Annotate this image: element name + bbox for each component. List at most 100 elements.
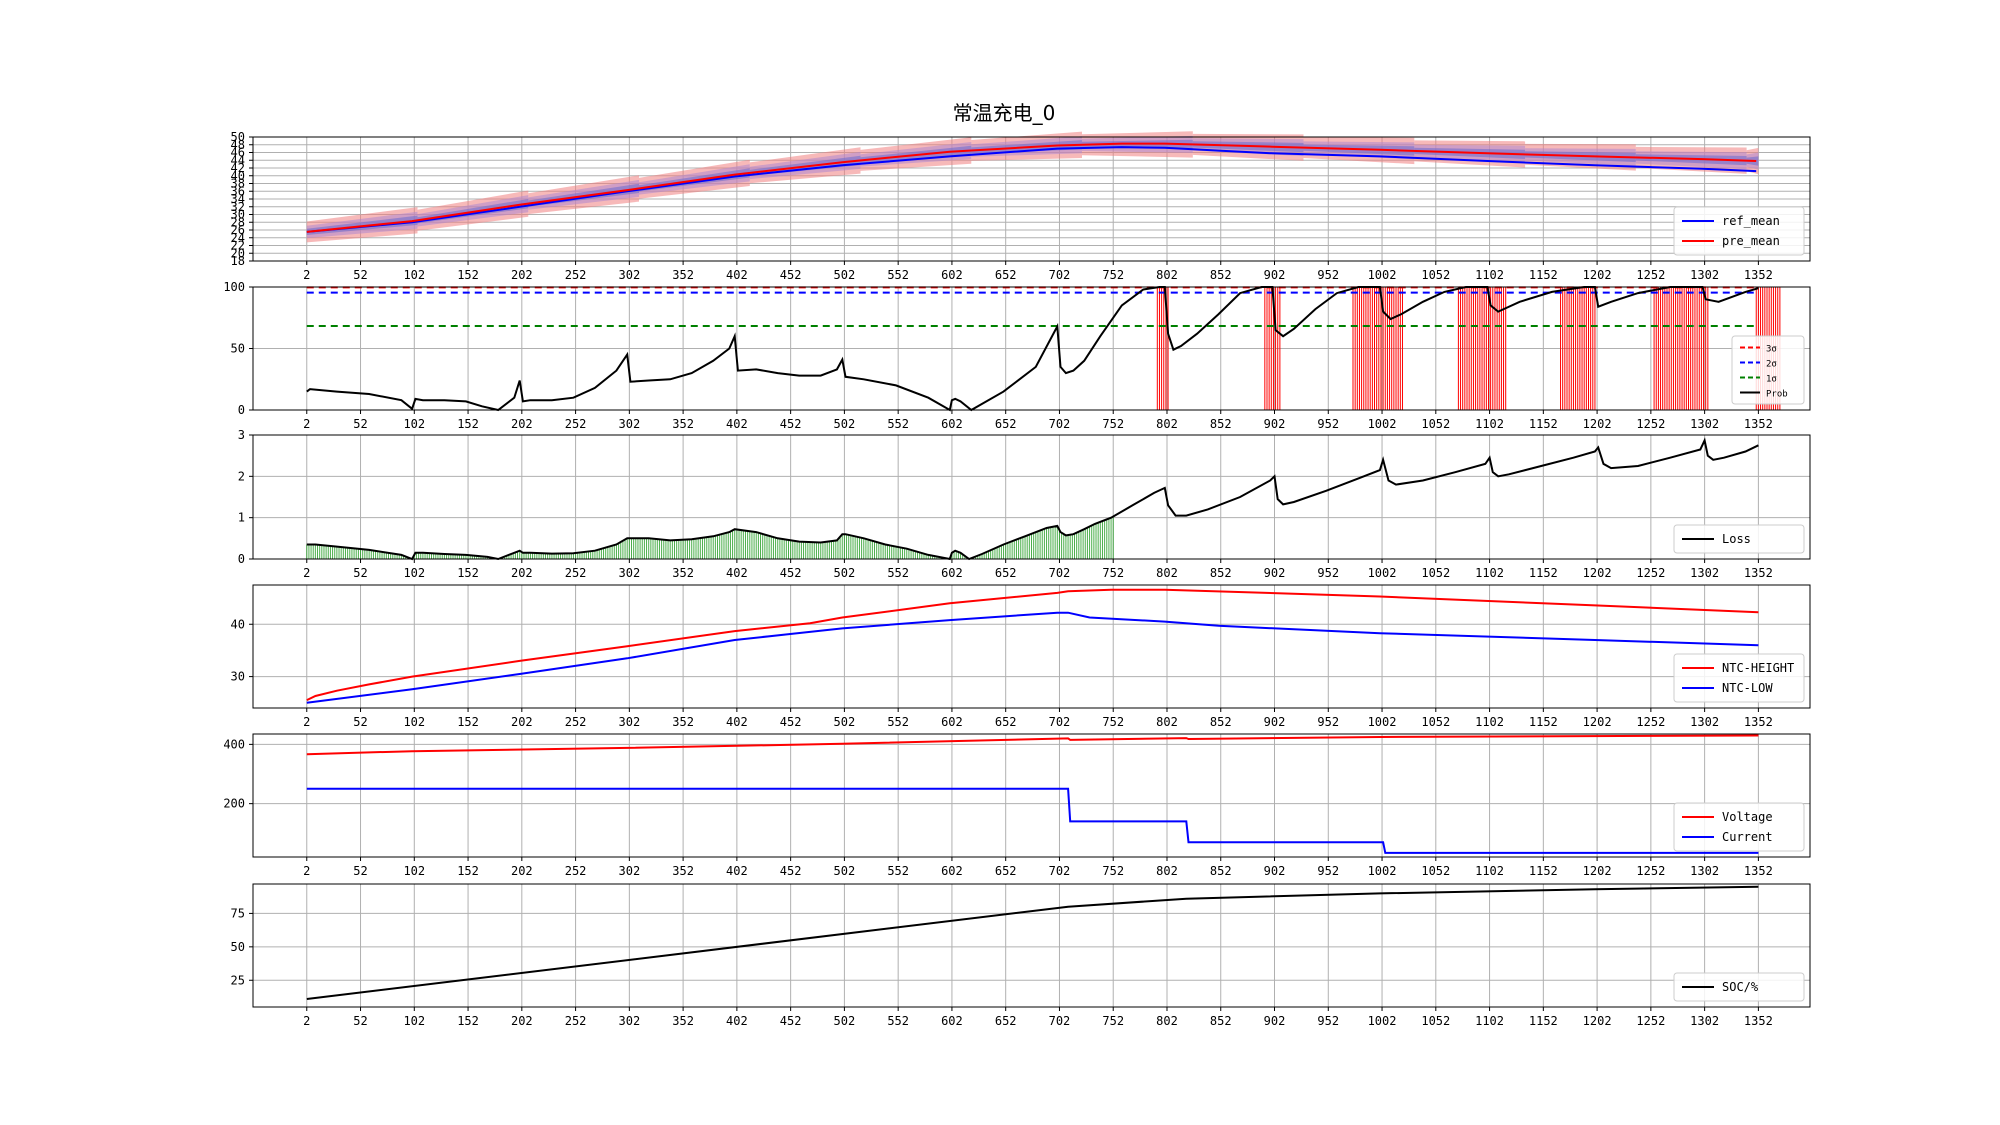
x-tick-label: 102 xyxy=(403,268,425,282)
x-tick-label: 302 xyxy=(619,1014,641,1028)
x-tick-label: 1152 xyxy=(1529,1014,1558,1028)
chart-panel-3: 2 52 102 152 202 252 302 352 402 452 502 552 602 652 7… xyxy=(238,428,1811,580)
series-line xyxy=(306,611,1759,704)
series-line-ref_mean xyxy=(306,146,1757,233)
legend-box xyxy=(1673,524,1805,554)
x-tick-label: 1002 xyxy=(1368,268,1397,282)
legend-box xyxy=(1673,653,1805,703)
x-tick-label: 252 xyxy=(565,715,587,729)
x-tick-label: 1352 xyxy=(1744,268,1773,282)
x-tick-label: 502 xyxy=(834,417,856,431)
x-tick-label: 202 xyxy=(511,417,533,431)
y-tick-label: 32 xyxy=(231,200,245,214)
x-tick-label: 652 xyxy=(995,864,1017,878)
x-tick-label: 302 xyxy=(619,268,641,282)
x-tick-label: 852 xyxy=(1210,864,1232,878)
x-tick-label: 852 xyxy=(1210,417,1232,431)
series-line xyxy=(306,588,1759,702)
x-tick-label: 1352 xyxy=(1744,417,1773,431)
x-tick-label: 1352 xyxy=(1744,864,1773,878)
x-tick-label: 1002 xyxy=(1368,417,1397,431)
axes-frame xyxy=(252,286,1811,411)
x-tick-label: 1202 xyxy=(1583,1014,1612,1028)
x-tick-label: 152 xyxy=(457,864,479,878)
x-tick-label: 402 xyxy=(726,417,748,431)
x-tick-label: 1102 xyxy=(1475,864,1504,878)
x-tick-label: 652 xyxy=(995,715,1017,729)
x-tick-label: 302 xyxy=(619,864,641,878)
x-tick-label: 52 xyxy=(353,864,367,878)
x-tick-label: 352 xyxy=(672,268,694,282)
legend-label: ref_mean xyxy=(1722,214,1780,228)
x-tick-label: 502 xyxy=(834,715,856,729)
x-tick-label: 652 xyxy=(995,1014,1017,1028)
x-tick-label: 352 xyxy=(672,864,694,878)
x-tick-label: 152 xyxy=(457,417,479,431)
x-tick-label: 352 xyxy=(672,715,694,729)
y-tick-label: 42 xyxy=(231,161,245,175)
x-tick-label: 1152 xyxy=(1529,417,1558,431)
y-tick-label: 50 xyxy=(231,130,245,144)
legend-label: pre_mean xyxy=(1722,234,1780,248)
x-tick-label: 1202 xyxy=(1583,864,1612,878)
y-tick-label: 22 xyxy=(231,239,245,253)
x-tick-label: 452 xyxy=(780,268,802,282)
chart-panel-5: 2 52 102 152 202 252 302 352 402 452 502 552 602 652 7… xyxy=(223,733,1811,878)
y-tick-label: 46 xyxy=(231,146,245,160)
legend: 3σ 2σ 1σ Prob xyxy=(1731,335,1805,405)
x-tick-label: 802 xyxy=(1156,417,1178,431)
x-tick-label: 1302 xyxy=(1690,715,1719,729)
x-tick-label: 902 xyxy=(1264,566,1286,580)
y-tick-label: 200 xyxy=(223,797,245,811)
x-tick-label: 102 xyxy=(403,864,425,878)
y-tick-label: 44 xyxy=(231,153,245,167)
x-tick-label: 852 xyxy=(1210,1014,1232,1028)
x-tick-label: 452 xyxy=(780,566,802,580)
x-tick-label: 1252 xyxy=(1636,1014,1665,1028)
x-tick-label: 602 xyxy=(941,268,963,282)
legend: ref_mean pre_mean xyxy=(1673,206,1805,256)
x-tick-label: 152 xyxy=(457,268,479,282)
x-tick-label: 552 xyxy=(887,417,909,431)
x-tick-label: 2 xyxy=(303,268,310,282)
x-tick-label: 1052 xyxy=(1421,1014,1450,1028)
x-tick-label: 1052 xyxy=(1421,566,1450,580)
x-tick-label: 202 xyxy=(511,864,533,878)
y-tick-label: 18 xyxy=(231,254,245,268)
y-tick-label: 25 xyxy=(231,973,245,987)
x-tick-label: 252 xyxy=(565,1014,587,1028)
legend-label: 3σ xyxy=(1766,345,1777,355)
x-tick-label: 302 xyxy=(619,417,641,431)
x-tick-label: 152 xyxy=(457,566,479,580)
x-tick-label: 352 xyxy=(672,566,694,580)
x-tick-label: 2 xyxy=(303,566,310,580)
x-tick-label: 52 xyxy=(353,715,367,729)
x-tick-label: 1302 xyxy=(1690,566,1719,580)
y-tick-label: 3 xyxy=(238,428,245,442)
legend-box xyxy=(1673,802,1805,852)
legend-label: NTC-HEIGHT xyxy=(1722,661,1794,675)
figure-title: 常温充电_0 xyxy=(953,101,1056,125)
legend-label: Prob xyxy=(1766,390,1788,400)
x-tick-label: 1152 xyxy=(1529,864,1558,878)
x-tick-label: 402 xyxy=(726,864,748,878)
x-tick-label: 2 xyxy=(303,417,310,431)
legend-label: Loss xyxy=(1722,532,1751,546)
x-tick-label: 452 xyxy=(780,417,802,431)
x-tick-label: 1302 xyxy=(1690,268,1719,282)
y-tick-label: 26 xyxy=(231,223,245,237)
y-tick-label: 75 xyxy=(231,906,245,920)
x-tick-label: 802 xyxy=(1156,864,1178,878)
legend-label: Current xyxy=(1722,830,1773,844)
y-tick-label: 38 xyxy=(231,177,245,191)
x-tick-label: 1302 xyxy=(1690,1014,1719,1028)
y-tick-label: 50 xyxy=(231,940,245,954)
x-tick-label: 752 xyxy=(1102,715,1124,729)
x-tick-label: 602 xyxy=(941,715,963,729)
x-tick-label: 402 xyxy=(726,715,748,729)
x-tick-label: 1352 xyxy=(1744,1014,1773,1028)
x-tick-label: 52 xyxy=(353,268,367,282)
x-tick-label: 402 xyxy=(726,1014,748,1028)
legend: SOC/% xyxy=(1673,972,1805,1002)
y-tick-label: 34 xyxy=(231,192,245,206)
